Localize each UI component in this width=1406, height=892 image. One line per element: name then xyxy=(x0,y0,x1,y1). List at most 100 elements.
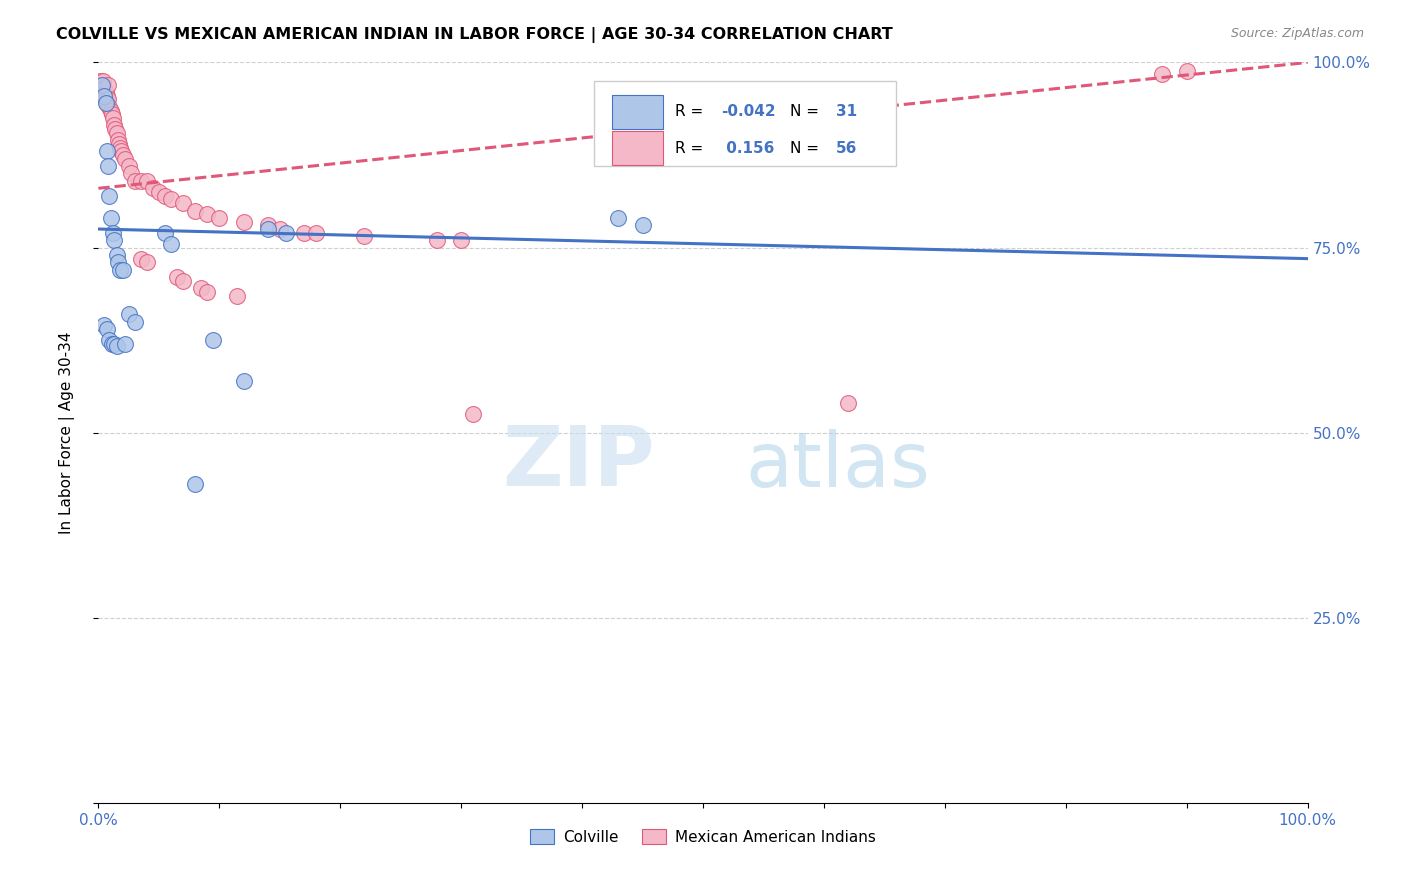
Point xyxy=(142,181,165,195)
Point xyxy=(208,211,231,225)
Point xyxy=(172,274,194,288)
Point xyxy=(190,281,212,295)
Point xyxy=(91,81,114,95)
Point xyxy=(108,136,131,151)
Point xyxy=(97,159,120,173)
Point xyxy=(148,185,170,199)
Text: 0.156: 0.156 xyxy=(721,141,775,156)
Point xyxy=(93,81,115,95)
Point xyxy=(111,262,134,277)
Point xyxy=(153,188,176,202)
Point xyxy=(166,270,188,285)
Point xyxy=(103,233,125,247)
Point xyxy=(607,211,630,225)
Legend: Colville, Mexican American Indians: Colville, Mexican American Indians xyxy=(523,822,883,851)
FancyBboxPatch shape xyxy=(595,81,897,166)
Y-axis label: In Labor Force | Age 30-34: In Labor Force | Age 30-34 xyxy=(59,331,75,534)
Point xyxy=(184,477,207,491)
Point xyxy=(105,248,128,262)
Point xyxy=(135,255,157,269)
Text: atlas: atlas xyxy=(745,429,931,503)
Text: Source: ZipAtlas.com: Source: ZipAtlas.com xyxy=(1230,27,1364,40)
Point xyxy=(100,211,122,225)
Text: 31: 31 xyxy=(837,104,858,120)
Point xyxy=(108,262,131,277)
FancyBboxPatch shape xyxy=(613,95,664,128)
Point xyxy=(105,339,128,353)
Point xyxy=(93,88,115,103)
Point xyxy=(103,336,125,351)
Point xyxy=(160,193,183,207)
Point xyxy=(97,78,120,92)
Point xyxy=(129,252,152,266)
Point xyxy=(93,318,115,333)
Point xyxy=(98,188,121,202)
Point xyxy=(256,219,278,233)
Text: R =: R = xyxy=(675,141,703,156)
Point xyxy=(96,88,118,103)
Point xyxy=(153,226,176,240)
Point xyxy=(96,322,118,336)
Point xyxy=(1152,66,1174,80)
Point xyxy=(98,333,121,347)
Point xyxy=(100,103,122,118)
Point xyxy=(94,85,117,99)
Point xyxy=(89,74,111,88)
Text: -0.042: -0.042 xyxy=(721,104,776,120)
Text: 56: 56 xyxy=(837,141,858,156)
Point xyxy=(837,396,859,410)
Point xyxy=(118,159,141,173)
Point xyxy=(100,336,122,351)
Point xyxy=(353,229,375,244)
Point xyxy=(100,107,122,121)
Text: N =: N = xyxy=(790,141,820,156)
Point xyxy=(96,96,118,111)
Point xyxy=(124,174,146,188)
Point xyxy=(202,333,225,347)
Point xyxy=(195,285,218,299)
Point xyxy=(195,207,218,221)
Point xyxy=(91,78,114,92)
Point xyxy=(104,122,127,136)
Text: R =: R = xyxy=(675,104,703,120)
Point xyxy=(120,166,142,180)
Point xyxy=(107,133,129,147)
Point xyxy=(463,407,485,421)
Point xyxy=(160,236,183,251)
FancyBboxPatch shape xyxy=(613,131,664,165)
Point xyxy=(103,119,125,133)
Point xyxy=(172,196,194,211)
Point xyxy=(426,233,449,247)
Point xyxy=(101,226,124,240)
Point xyxy=(107,255,129,269)
Point xyxy=(105,126,128,140)
Text: ZIP: ZIP xyxy=(502,422,655,503)
Point xyxy=(108,140,131,154)
Point xyxy=(124,314,146,328)
Point xyxy=(97,92,120,106)
Point xyxy=(305,226,328,240)
Point xyxy=(101,111,124,125)
Point xyxy=(96,145,118,159)
Point xyxy=(118,307,141,321)
Point xyxy=(90,78,112,92)
Point xyxy=(135,174,157,188)
Point xyxy=(631,219,654,233)
Point xyxy=(110,145,132,159)
Point xyxy=(98,100,121,114)
Point xyxy=(111,148,134,162)
Point xyxy=(1175,64,1198,78)
Point xyxy=(129,174,152,188)
Point xyxy=(226,288,249,302)
Point xyxy=(184,203,207,218)
Point xyxy=(232,374,254,388)
Point xyxy=(114,152,136,166)
Point xyxy=(274,226,297,240)
Text: N =: N = xyxy=(790,104,820,120)
Text: COLVILLE VS MEXICAN AMERICAN INDIAN IN LABOR FORCE | AGE 30-34 CORRELATION CHART: COLVILLE VS MEXICAN AMERICAN INDIAN IN L… xyxy=(56,27,893,43)
Point xyxy=(256,222,278,236)
Point xyxy=(91,74,114,88)
Point xyxy=(292,226,315,240)
Point xyxy=(269,222,291,236)
Point xyxy=(94,96,117,111)
